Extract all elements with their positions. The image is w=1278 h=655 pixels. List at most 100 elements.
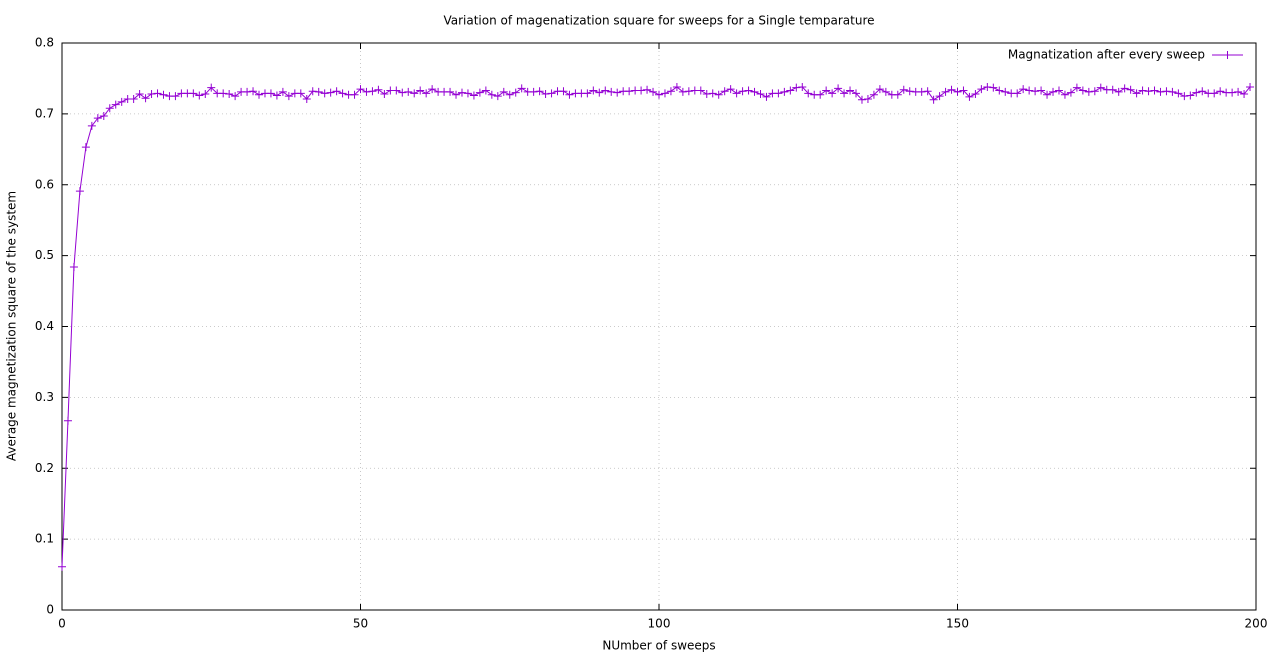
point-marker xyxy=(625,87,634,96)
point-marker xyxy=(1078,86,1087,95)
point-marker xyxy=(726,85,735,94)
point-marker xyxy=(469,91,478,100)
point-marker xyxy=(266,89,275,98)
point-marker xyxy=(977,85,986,94)
point-marker xyxy=(1156,87,1165,96)
point-marker xyxy=(875,85,884,94)
point-marker xyxy=(58,562,66,571)
point-marker xyxy=(660,89,669,98)
point-marker xyxy=(1216,87,1225,96)
plot-frame xyxy=(61,42,1257,611)
y-tick-label: 0.4 xyxy=(35,319,54,333)
point-marker xyxy=(63,416,72,425)
point-marker xyxy=(1049,87,1058,96)
point-marker xyxy=(380,90,389,99)
point-marker xyxy=(272,91,281,100)
point-marker xyxy=(117,97,126,106)
point-marker xyxy=(422,89,431,98)
point-marker xyxy=(189,89,198,98)
point-marker xyxy=(201,90,210,99)
point-marker xyxy=(947,85,956,94)
point-marker xyxy=(1037,86,1046,95)
chart-title: Variation of magenatization square for s… xyxy=(443,14,874,28)
y-tick-label: 0.7 xyxy=(35,106,54,120)
point-marker xyxy=(356,85,365,94)
point-marker xyxy=(852,89,861,98)
point-marker xyxy=(559,87,568,96)
point-marker xyxy=(989,83,998,92)
point-marker xyxy=(607,87,616,96)
point-marker xyxy=(350,90,359,99)
point-marker xyxy=(284,92,293,101)
point-marker xyxy=(75,187,84,196)
point-marker xyxy=(529,87,538,96)
point-marker xyxy=(463,89,472,98)
point-marker xyxy=(1198,87,1207,96)
point-marker xyxy=(565,90,574,99)
point-marker xyxy=(1186,91,1195,100)
point-marker xyxy=(965,92,974,101)
point-marker xyxy=(547,89,556,98)
x-tick-label: 0 xyxy=(58,617,66,631)
x-tick-label: 50 xyxy=(353,617,368,631)
point-marker xyxy=(135,90,144,99)
y-tick-label: 0.2 xyxy=(35,461,54,475)
point-marker xyxy=(678,87,687,96)
point-marker xyxy=(410,89,419,98)
point-marker xyxy=(505,90,514,99)
point-marker xyxy=(541,90,550,99)
point-marker xyxy=(1019,85,1028,94)
point-marker xyxy=(81,143,90,152)
point-marker xyxy=(732,89,741,98)
point-marker xyxy=(231,92,240,101)
y-tick-label: 0.5 xyxy=(35,248,54,262)
point-marker xyxy=(93,114,102,123)
point-marker xyxy=(481,86,490,95)
point-marker xyxy=(971,90,980,99)
point-marker xyxy=(1150,86,1159,95)
point-marker xyxy=(428,85,437,94)
point-marker xyxy=(1043,90,1052,99)
point-marker xyxy=(314,87,323,96)
point-marker xyxy=(207,83,216,92)
point-marker xyxy=(296,89,305,98)
point-marker xyxy=(1168,87,1177,96)
point-marker xyxy=(601,86,610,95)
point-marker xyxy=(338,89,347,98)
point-marker xyxy=(750,87,759,96)
point-marker xyxy=(153,89,162,98)
point-marker xyxy=(320,89,329,98)
point-marker xyxy=(1126,85,1135,94)
point-marker xyxy=(398,88,407,97)
point-marker xyxy=(1210,89,1219,98)
point-marker xyxy=(672,82,681,91)
point-marker xyxy=(404,87,413,96)
point-marker xyxy=(1066,88,1075,97)
point-marker xyxy=(708,89,717,98)
point-marker xyxy=(941,87,950,96)
point-marker xyxy=(225,90,234,99)
point-marker xyxy=(1228,88,1237,97)
point-marker xyxy=(1240,90,1249,99)
point-marker xyxy=(929,95,938,104)
x-tick-label: 150 xyxy=(946,617,969,631)
y-tick-label: 0.8 xyxy=(35,36,54,50)
point-marker xyxy=(326,88,335,97)
point-marker xyxy=(1132,89,1141,98)
point-marker xyxy=(762,92,771,101)
point-marker xyxy=(702,90,711,99)
point-marker xyxy=(487,90,496,99)
y-axis-label: Average magnetization square of the syst… xyxy=(5,191,19,461)
point-marker xyxy=(1054,86,1063,95)
point-marker xyxy=(828,89,837,98)
point-marker xyxy=(87,121,96,130)
point-marker xyxy=(637,86,646,95)
point-marker xyxy=(1138,86,1147,95)
point-marker xyxy=(822,86,831,95)
point-marker xyxy=(416,86,425,95)
point-marker xyxy=(475,88,484,97)
point-marker xyxy=(857,95,866,104)
point-marker xyxy=(1060,90,1069,99)
